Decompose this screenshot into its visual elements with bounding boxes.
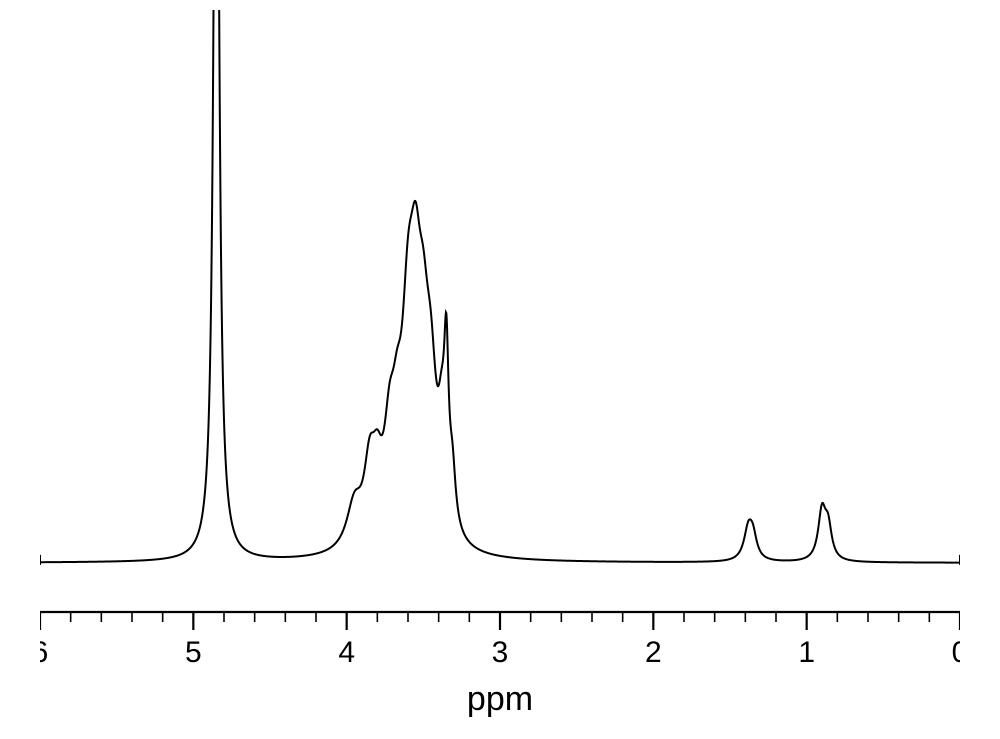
chart-svg: 6 5 4 3 2 1 0 ppm (40, 10, 960, 730)
x-tick-label: 0 (952, 636, 960, 669)
plot-area (40, 10, 960, 565)
x-tick-label: 6 (40, 636, 48, 669)
x-tick-label: 1 (798, 636, 815, 669)
x-tick-label: 5 (185, 636, 202, 669)
x-tick-label: 2 (645, 636, 662, 669)
x-axis: 6 5 4 3 2 1 0 (40, 612, 960, 669)
spectrum-trace (40, 10, 960, 563)
x-tick-label: 3 (492, 636, 509, 669)
nmr-spectrum-chart: 6 5 4 3 2 1 0 ppm (40, 10, 960, 730)
x-tick-label: 4 (338, 636, 355, 669)
x-axis-label: ppm (467, 680, 533, 718)
